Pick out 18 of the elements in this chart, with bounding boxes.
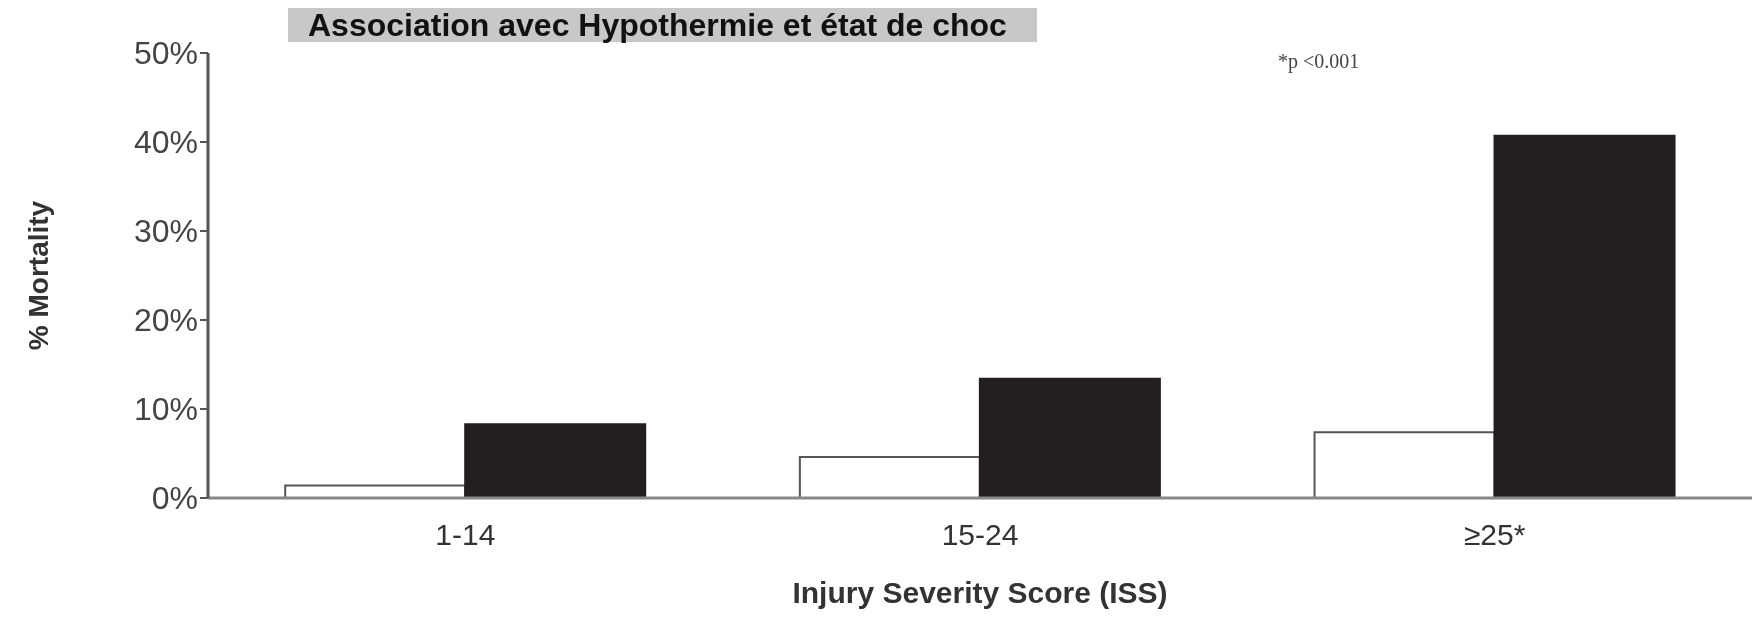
bar <box>978 377 1161 498</box>
y-tick-label: 50% <box>133 35 198 72</box>
bar <box>798 456 981 498</box>
x-tick-label: ≥25* <box>1463 518 1526 552</box>
y-tick-label: 30% <box>133 213 198 250</box>
x-tick-label: 1-14 <box>435 518 496 552</box>
bar <box>464 423 647 498</box>
bar <box>1493 134 1676 498</box>
annotation: *p <0.001 <box>1278 50 1360 73</box>
chart-title: Association avec Hypothermie et état de choc <box>288 7 1037 43</box>
y-tick-label: 40% <box>133 124 198 161</box>
y-tick-label: 0% <box>151 480 198 517</box>
y-tick-label: 10% <box>133 391 198 428</box>
bar <box>1313 431 1496 498</box>
x-axis-title: Injury Severity Score (ISS) <box>792 576 1168 609</box>
y-tick-label: 20% <box>133 302 198 339</box>
y-axis-title: % Mortality <box>22 200 54 351</box>
x-tick-label: 15-24 <box>941 518 1019 552</box>
